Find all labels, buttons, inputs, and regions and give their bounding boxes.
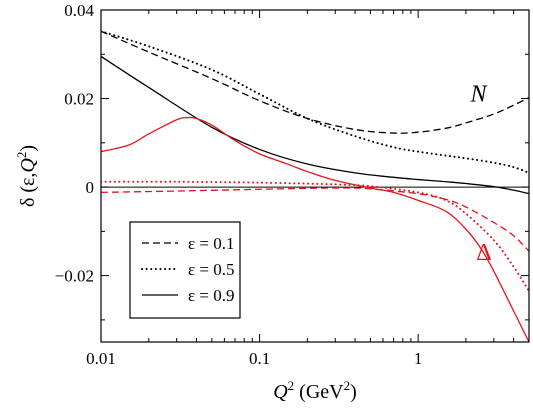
y-tick-label: −0.02 [55,267,94,286]
delta-annotation: Δ [476,240,491,266]
series-layer [101,30,529,342]
legend-box [129,221,241,319]
nucleon-annotation: N [469,82,488,108]
series-n-eps-01-line [101,30,529,134]
x-axis-label: Q2 (GeV2) [273,378,357,403]
legend-label-1: ε = 0.5 [188,260,234,279]
series-delta-eps-09-line [101,116,529,342]
series-delta-eps-05-line [101,180,529,293]
series-n-eps-05-line [101,30,529,174]
legend-label-0: ε = 0.1 [188,234,234,253]
series-delta-eps-01-line [101,187,529,252]
y-tick-label: 0 [86,178,95,197]
x-tick-label: 0.01 [86,349,116,368]
y-axis-label: δ (ε,Q2) [14,145,39,207]
x-tick-label: 0.1 [249,349,270,368]
legend: ε = 0.1 ε = 0.5 ε = 0.9 [129,221,241,319]
x-tick-label: 1 [414,349,423,368]
axes-layer: 0.01 0.1 1 0.04 0.02 0 −0.02 [55,1,530,368]
series-n-eps-09-line [101,55,529,195]
y-tick-label: 0.02 [64,90,94,109]
plot-frame [100,9,530,343]
legend-label-2: ε = 0.9 [188,286,234,305]
y-tick-label: 0.04 [64,1,94,20]
annotation-layer: NΔ [469,82,491,266]
